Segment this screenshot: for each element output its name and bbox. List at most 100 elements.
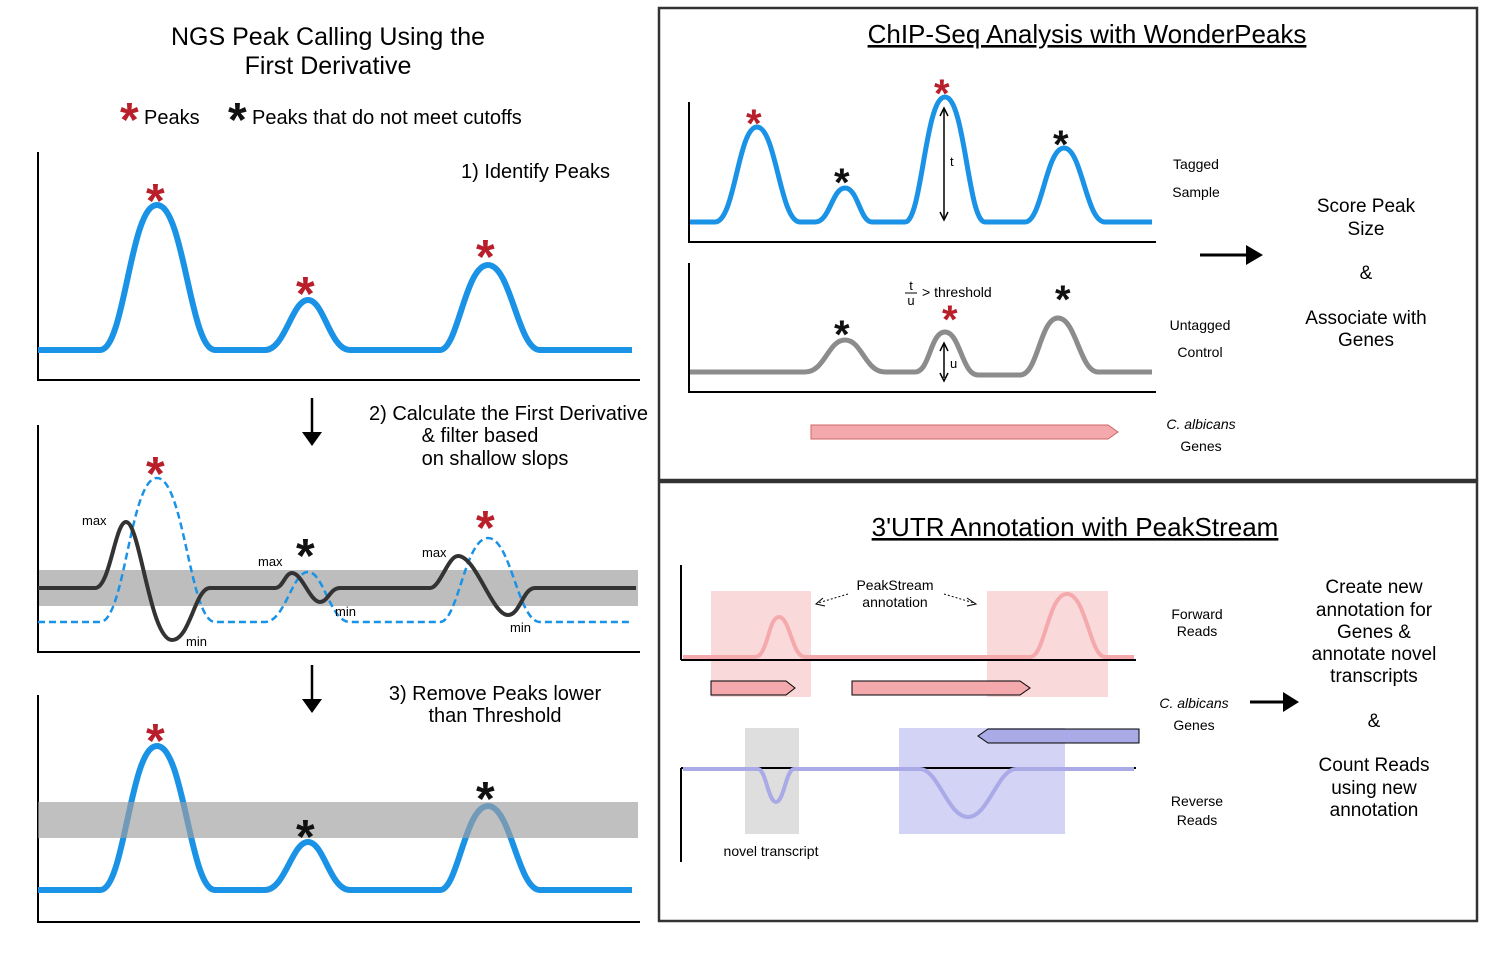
plot-remove-peaks: * * * xyxy=(37,695,640,923)
utr-gene-forward-1 xyxy=(710,680,796,696)
forward-reads-curve xyxy=(683,591,1134,659)
plot1-peak2-star-icon: * xyxy=(296,268,315,321)
plot1-blue-signal xyxy=(38,201,632,353)
annotation-pointer-right-head-icon xyxy=(966,597,978,607)
plot1-peak1-star-icon: * xyxy=(146,175,165,228)
t-label: t xyxy=(950,154,954,169)
utr-panel: 3'UTR Annotation with PeakStream PeakStr… xyxy=(657,480,1479,923)
reverse-label-line1: Reverse xyxy=(1171,793,1223,809)
plot1-peak3-star-icon: * xyxy=(476,231,495,284)
create-line1: Create new xyxy=(1325,577,1422,598)
novel-transcript-label: novel transcript xyxy=(724,843,819,859)
novel-box xyxy=(745,728,799,834)
reverse-reads-curve xyxy=(683,767,1134,820)
legend-red-star-icon: * xyxy=(120,94,139,147)
u-arrow-bottom-icon xyxy=(939,372,949,383)
forward-box-2 xyxy=(987,591,1108,697)
utr-gene-forward-2 xyxy=(851,680,1031,696)
tagged-peak1-star-icon: * xyxy=(746,102,762,146)
step2-label-line2: & filter based xyxy=(422,425,539,447)
create-line3: Genes & xyxy=(1337,622,1411,643)
tagged-axes xyxy=(688,102,1156,243)
score-line2: Size xyxy=(1348,219,1385,240)
utr-genes-species: C. albicans xyxy=(1159,695,1228,711)
chipseq-genes-species: C. albicans xyxy=(1166,416,1235,432)
annotation-label-line2: annotation xyxy=(862,594,927,610)
tagged-peak3-star-icon: * xyxy=(934,72,950,116)
chipseq-title: ChIP-Seq Analysis with WonderPeaks xyxy=(868,19,1307,49)
create-line4: annotate novel xyxy=(1312,644,1437,665)
annotation-pointer-right-icon xyxy=(943,593,975,604)
count-line2: using new xyxy=(1331,778,1417,799)
utr-title: 3'UTR Annotation with PeakStream xyxy=(872,512,1279,542)
chipseq-genes-word: Genes xyxy=(1180,438,1221,454)
untagged-label-line2: Control xyxy=(1177,344,1222,360)
untagged-label-line1: Untagged xyxy=(1170,317,1231,333)
assoc-line2: Genes xyxy=(1338,330,1394,351)
untagged-signal xyxy=(690,315,1152,378)
tagged-peak4-star-icon: * xyxy=(1053,123,1069,167)
tagged-signal xyxy=(690,94,1152,225)
assoc-line1: Associate with xyxy=(1305,308,1426,329)
annotation-pointer-left-head-icon xyxy=(814,597,826,607)
fraction-denominator: u xyxy=(907,293,914,308)
forward-label-line1: Forward xyxy=(1171,606,1222,622)
chipseq-panel: ChIP-Seq Analysis with WonderPeaks * * *… xyxy=(657,6,1479,482)
legend-peaks-label: Peaks xyxy=(144,107,200,129)
plot2-max-label-2: max xyxy=(258,554,283,569)
plot2-max-label-3: max xyxy=(422,545,447,560)
chipseq-arrow-right-head-icon xyxy=(1246,245,1263,265)
count-line1: Count Reads xyxy=(1319,755,1430,776)
plot2-min-label-3: min xyxy=(510,620,531,635)
t-arrow-top-icon xyxy=(939,106,949,117)
chipseq-panel-border xyxy=(657,6,1479,482)
t-arrow-bottom-icon xyxy=(939,211,949,222)
step2-label-line3: on shallow slops xyxy=(422,448,569,470)
plot3-axes xyxy=(37,695,640,923)
tagged-peak2-star-icon: * xyxy=(834,161,850,205)
plot2-dashed-signal xyxy=(38,476,632,624)
threshold-label: > threshold xyxy=(922,284,992,300)
create-line2: annotation for xyxy=(1316,600,1433,621)
untagged-axes xyxy=(688,263,1156,393)
plot2-min-label-1: min xyxy=(186,634,207,649)
legend-below-cutoff-label: Peaks that do not meet cutoffs xyxy=(252,107,522,129)
left-title-line2: First Derivative xyxy=(245,52,412,80)
tagged-label-line2: Sample xyxy=(1172,184,1220,200)
step3-label-line2: than Threshold xyxy=(428,705,561,727)
chipseq-gene-arrow xyxy=(810,424,1119,440)
annotation-pointer-left-icon xyxy=(817,593,849,604)
plot3-threshold-band xyxy=(38,802,638,838)
arrow-down-1-head-icon xyxy=(302,432,322,446)
plot2-peak3-star-icon: * xyxy=(476,502,495,555)
utr-amp: & xyxy=(1368,711,1381,732)
step3-label-line1: 3) Remove Peaks lower xyxy=(389,683,602,705)
utr-gene-reverse xyxy=(977,728,1140,744)
chipseq-amp: & xyxy=(1360,263,1373,284)
arrow-down-2-head-icon xyxy=(302,699,322,713)
u-arrow-top-icon xyxy=(939,341,949,352)
plot3-peak3-star-icon: * xyxy=(476,773,495,826)
plot2-min-label-2: min xyxy=(335,604,356,619)
utr-panel-border xyxy=(657,480,1479,923)
fraction-numerator: t xyxy=(909,278,913,293)
untagged-peak2-star-icon: * xyxy=(942,298,958,342)
untagged-peak1-star-icon: * xyxy=(834,313,850,357)
plot2-axes xyxy=(37,425,640,653)
plot3-peak1-star-icon: * xyxy=(146,715,165,768)
plot1-axes xyxy=(37,152,640,381)
plot2-peak1-star-icon: * xyxy=(146,448,165,501)
reverse-box xyxy=(899,728,1065,834)
u-label: u xyxy=(950,356,957,371)
step1-label: 1) Identify Peaks xyxy=(461,161,610,183)
score-line1: Score Peak xyxy=(1317,196,1416,217)
annotation-label-line1: PeakStream xyxy=(856,577,933,593)
plot-identify-peaks: * * * 1) Identify Peaks xyxy=(37,152,640,381)
reverse-label-line2: Reads xyxy=(1177,812,1217,828)
utr-arrow-right-head-icon xyxy=(1283,692,1299,712)
plot-first-derivative: * * * max min max min max min xyxy=(37,425,640,653)
utr-genes-word: Genes xyxy=(1173,717,1214,733)
plot3-peak2-star-icon: * xyxy=(296,811,315,864)
left-title-line1: NGS Peak Calling Using the xyxy=(171,23,485,51)
